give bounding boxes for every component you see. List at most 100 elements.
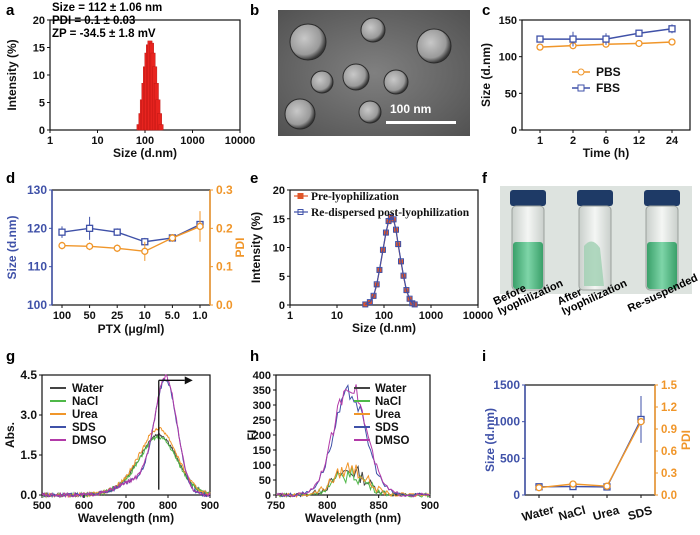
series-line	[365, 216, 415, 305]
y-tick-label: 150	[253, 445, 271, 457]
y-tick-label: 130	[27, 183, 47, 197]
y-axis-label: Abs.	[3, 422, 17, 448]
y-tick-label: 5	[279, 271, 285, 283]
x-tick-label: 24	[666, 135, 679, 147]
data-point	[168, 234, 177, 242]
x-tick-label: 10000	[463, 310, 494, 322]
particle	[416, 28, 452, 64]
axes-frame	[524, 384, 656, 496]
data-point	[535, 484, 543, 492]
data-point	[366, 299, 373, 306]
x-tick-label: 800	[318, 500, 336, 512]
panel-label-g: g	[6, 348, 16, 365]
y-axis-label: FI	[245, 430, 259, 441]
legend-label: SDS	[375, 422, 399, 434]
y-axis-label: Size (d.nm)	[5, 215, 19, 279]
particle	[310, 70, 334, 94]
data-point	[370, 292, 377, 299]
x-tick-label: Urea	[591, 503, 621, 524]
axes-frame	[51, 189, 211, 306]
y-tick-label: 20	[273, 185, 285, 197]
x-tick-label: 100	[136, 135, 154, 147]
x-tick-label: 1	[47, 135, 53, 147]
data-point	[668, 38, 676, 46]
y-tick-label: 15	[273, 214, 285, 226]
data-point	[668, 25, 676, 33]
data-point	[398, 258, 405, 265]
y-tick-label: 4.5	[20, 368, 37, 382]
scale-bar-label: 100 nm	[390, 102, 432, 116]
x-tick-label: 100	[375, 310, 393, 322]
x-tick-label: 850	[369, 500, 387, 512]
x-tick-label: 25	[111, 310, 123, 322]
panel-label-h: h	[250, 348, 260, 365]
x-tick-label: 900	[201, 500, 219, 512]
y-tick-label: 0	[39, 125, 45, 137]
spectrum-dmso	[41, 374, 211, 499]
vial-before	[510, 190, 546, 291]
x-tick-label: 10	[139, 310, 151, 322]
x-tick-label: 5.0	[165, 310, 180, 322]
x-tick-label: 10	[91, 135, 103, 147]
x-tick-label: NaCl	[557, 503, 587, 524]
x-tick-label: 800	[159, 500, 177, 512]
data-point	[403, 287, 410, 294]
legend-label: NaCl	[375, 396, 401, 408]
scale-bar	[386, 121, 456, 124]
legend-label: SDS	[72, 422, 96, 434]
y2-tick-label: 0.9	[661, 424, 677, 436]
legend-marker	[297, 209, 304, 215]
x-tick-label: 50	[83, 310, 95, 322]
x-tick-label: 700	[117, 500, 135, 512]
legend-marker	[297, 193, 304, 199]
legend-label: Water	[72, 383, 104, 395]
data-point	[58, 241, 66, 250]
panel-label-d: d	[6, 170, 16, 187]
x-tick-label: 10	[331, 310, 343, 322]
y-axis-label: Intensity (%)	[5, 39, 19, 110]
x-tick-label: SDS	[626, 503, 653, 523]
y-tick-label: 500	[500, 451, 520, 465]
y-tick-label: 350	[253, 385, 271, 397]
y-tick-label: 200	[253, 430, 271, 442]
dls-annotation: Size = 112 ± 1.06 nm PDI = 0.1 ± 0.03 ZP…	[52, 2, 162, 41]
legend-label: FBS	[596, 81, 620, 95]
x-tick-label: 900	[421, 500, 439, 512]
y-tick-label: 250	[253, 415, 271, 427]
data-point	[376, 266, 383, 273]
spectrum-urea	[41, 426, 211, 498]
y-tick-label: 0	[513, 488, 520, 502]
y-tick-label: 50	[259, 475, 271, 487]
particle	[289, 23, 327, 61]
x-tick-label: 100	[53, 310, 71, 322]
vial-after	[577, 190, 613, 291]
data-point	[569, 35, 577, 43]
y-tick-label: 1000	[493, 415, 520, 429]
legend-label: Pre-lyophilization	[311, 191, 400, 203]
legend-label: NaCl	[72, 396, 98, 408]
x-tick-label: Water	[520, 502, 556, 524]
x-axis-label: Time (h)	[583, 146, 629, 160]
annotation-zp: ZP = -34.5 ± 1.8 mV	[52, 28, 156, 40]
x-axis-label: Size (d.nm)	[352, 321, 416, 335]
y-tick-label: 100	[27, 298, 47, 312]
y-axis-label: Intensity (%)	[249, 212, 263, 283]
vials-photo	[500, 186, 692, 294]
histogram-bar	[158, 124, 164, 131]
x-axis-label: Wavelength (nm)	[305, 511, 401, 525]
vial-resuspended	[644, 190, 680, 291]
panel-label-e: e	[250, 170, 259, 187]
x-tick-label: 1000	[419, 310, 443, 322]
legend-marker	[577, 68, 585, 76]
data-point	[602, 35, 610, 43]
data-point	[569, 480, 577, 488]
y-tick-label: 0	[511, 125, 517, 137]
tem-particles	[278, 10, 470, 136]
y-tick-label: 300	[253, 400, 271, 412]
legend-label: DMSO	[375, 435, 410, 447]
data-point	[382, 229, 389, 236]
y-tick-label: 15	[33, 43, 45, 55]
particle	[284, 98, 316, 130]
y-axis-label: Size (d.nm)	[483, 408, 497, 472]
y-tick-label: 400	[253, 370, 271, 382]
